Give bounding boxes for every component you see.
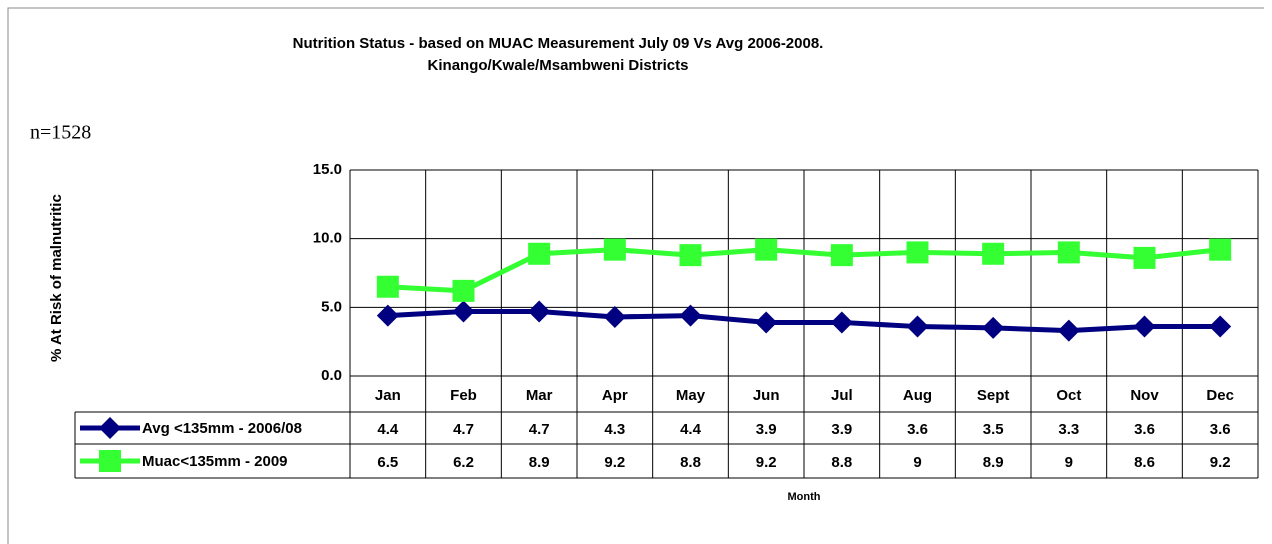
x-tick-label: Feb <box>450 387 477 404</box>
x-axis-label: Month <box>788 491 821 503</box>
y-tick-label: 5.0 <box>321 298 342 315</box>
table-value: 8.9 <box>983 454 1004 471</box>
data-point <box>1209 315 1232 338</box>
data-point <box>603 305 626 328</box>
table-value: 4.7 <box>529 421 550 438</box>
annotation: n=1528 <box>30 122 91 144</box>
x-tick-label: Mar <box>526 387 553 404</box>
legend-key-marker <box>99 417 121 439</box>
table-value: 4.3 <box>604 421 625 438</box>
table-value: 3.5 <box>983 421 1004 438</box>
data-point <box>452 300 475 323</box>
y-tick-label: 15.0 <box>313 161 342 178</box>
table-value: 4.4 <box>377 421 399 438</box>
table-value: 3.3 <box>1058 421 1079 438</box>
data-point <box>679 304 702 327</box>
legend-label: Muac<135mm - 2009 <box>142 453 288 470</box>
data-point <box>982 242 1005 265</box>
chart-title: Nutrition Status - based on MUAC Measure… <box>293 35 824 52</box>
data-point <box>982 316 1005 339</box>
x-tick-label: Dec <box>1206 387 1234 404</box>
data-point <box>452 279 475 302</box>
data-point <box>906 241 929 264</box>
chart-frame <box>7 7 1264 544</box>
chart-title: Kinango/Kwale/Msambweni Districts <box>428 57 689 74</box>
legend-key-marker <box>99 450 121 472</box>
table-value: 3.6 <box>1210 421 1231 438</box>
x-tick-label: Jul <box>831 387 853 404</box>
x-tick-label: Jun <box>753 387 780 404</box>
data-point <box>1133 246 1156 269</box>
table-value: 9.2 <box>1210 454 1231 471</box>
table-value: 3.9 <box>756 421 777 438</box>
table-value: 9 <box>1065 454 1073 471</box>
y-axis-label: % At Risk of malnutritic <box>48 194 65 362</box>
x-tick-label: May <box>676 387 706 404</box>
x-tick-label: Jan <box>375 387 401 404</box>
x-tick-label: Sept <box>977 387 1010 404</box>
series-line <box>387 247 1221 294</box>
table-value: 9.2 <box>756 454 777 471</box>
table-value: 3.9 <box>831 421 852 438</box>
x-tick-label: Apr <box>602 387 628 404</box>
legend-label: Avg <135mm - 2006/08 <box>142 420 302 437</box>
x-tick-label: Aug <box>903 387 932 404</box>
data-point <box>528 300 551 323</box>
table-value: 8.8 <box>831 454 852 471</box>
x-tick-label: Oct <box>1056 387 1081 404</box>
data-point <box>1133 315 1156 338</box>
data-point <box>830 311 853 334</box>
data-point <box>376 275 399 298</box>
y-label-clip: % At Risk of malnutritic <box>48 194 65 362</box>
table-value: 4.4 <box>680 421 702 438</box>
table-value: 6.5 <box>377 454 398 471</box>
table-value: 3.6 <box>1134 421 1155 438</box>
table-value: 9.2 <box>604 454 625 471</box>
table-value: 6.2 <box>453 454 474 471</box>
table-value: 8.8 <box>680 454 701 471</box>
data-point <box>906 315 929 338</box>
table-value: 8.9 <box>529 454 550 471</box>
y-tick-label: 10.0 <box>313 230 342 247</box>
data-point <box>755 238 778 261</box>
data-point <box>679 244 702 267</box>
data-point <box>1057 319 1080 342</box>
series-line <box>387 308 1221 334</box>
data-point <box>1057 241 1080 264</box>
data-point <box>376 304 399 327</box>
data-point <box>755 311 778 334</box>
y-tick-label: 0.0 <box>321 367 342 384</box>
data-point <box>603 238 626 261</box>
table-value: 8.6 <box>1134 454 1155 471</box>
data-point <box>1209 238 1232 261</box>
table-value: 9 <box>913 454 921 471</box>
data-point <box>528 242 551 265</box>
data-point <box>830 244 853 267</box>
x-tick-label: Nov <box>1130 387 1159 404</box>
table-value: 4.7 <box>453 421 474 438</box>
table-value: 3.6 <box>907 421 928 438</box>
